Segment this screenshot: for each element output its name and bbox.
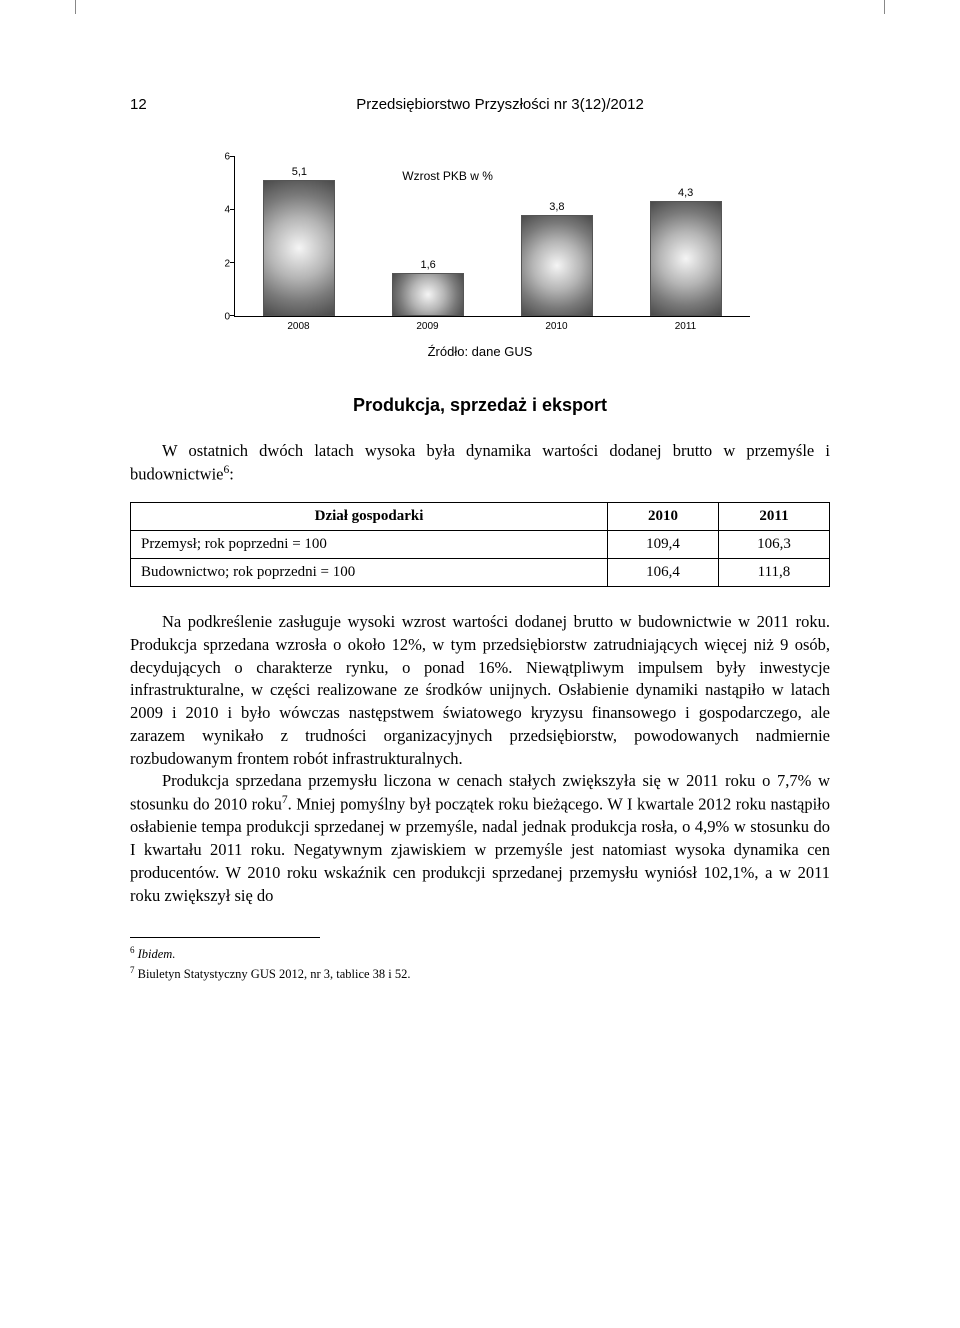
pkb-bar-chart: Wzrost PKB w % 0 2 4 6 5,11,63,84,3 2008… <box>210 157 750 332</box>
table-header: 2011 <box>718 503 829 531</box>
page-content: 12 Przedsiębiorstwo Przyszłości nr 3(12)… <box>0 0 960 1044</box>
table-cell: 111,8 <box>718 559 829 587</box>
bar <box>392 273 464 316</box>
y-tick: 4 <box>224 205 230 216</box>
intro-paragraph: W ostatnich dwóch latach wysoka była dyn… <box>130 440 830 486</box>
table-cell: 106,3 <box>718 531 829 559</box>
chart-x-labels: 2008 2009 2010 2011 <box>234 321 750 332</box>
bar <box>521 215 593 316</box>
table-row: Budownictwo; rok poprzedni = 100 106,4 1… <box>131 559 830 587</box>
section-heading: Produkcja, sprzedaż i eksport <box>130 395 830 416</box>
table-header: Dział gospodarki <box>131 503 608 531</box>
table-cell: Budownictwo; rok poprzedni = 100 <box>131 559 608 587</box>
table-row: Przemysł; rok poprzedni = 100 109,4 106,… <box>131 531 830 559</box>
bar-value-label: 4,3 <box>678 187 693 199</box>
footnote-rule <box>130 937 320 938</box>
journal-title: Przedsiębiorstwo Przyszłości nr 3(12)/20… <box>170 96 830 113</box>
table-cell: 109,4 <box>607 531 718 559</box>
bar <box>650 201 722 316</box>
chart-y-axis: 0 2 4 6 <box>210 157 234 317</box>
intro-text: W ostatnich dwóch latach wysoka była dyn… <box>130 441 830 483</box>
bar <box>263 180 335 316</box>
footnotes: 6 Ibidem. 7 Biuletyn Statystyczny GUS 20… <box>130 944 830 983</box>
bar-value-label: 5,1 <box>292 166 307 178</box>
bar-group: 5,1 <box>243 166 356 316</box>
y-tick: 6 <box>224 152 230 163</box>
chart-source: Źródło: dane GUS <box>130 344 830 359</box>
body-para-1: Na podkreślenie zasługuje wysoki wzrost … <box>130 612 830 768</box>
y-tick: 2 <box>224 258 230 269</box>
bar-value-label: 1,6 <box>420 259 435 271</box>
x-label: 2011 <box>629 321 743 332</box>
bar-group: 3,8 <box>500 201 613 316</box>
chart-plot-area: 5,1 1,6 3,8 4,3 <box>234 157 750 317</box>
y-tick: 0 <box>224 312 230 323</box>
footnote-6: 6 Ibidem. <box>130 944 830 964</box>
footnote-7: 7 Biuletyn Statystyczny GUS 2012, nr 3, … <box>130 964 830 984</box>
table-header: 2010 <box>607 503 718 531</box>
body-paragraphs: Na podkreślenie zasługuje wysoki wzrost … <box>130 611 830 907</box>
x-label: 2010 <box>500 321 614 332</box>
gospodarka-table: Dział gospodarki 2010 2011 Przemysł; rok… <box>130 502 830 587</box>
bar-group: 1,6 <box>371 259 484 316</box>
crop-marks <box>0 0 960 20</box>
table-cell: Przemysł; rok poprzedni = 100 <box>131 531 608 559</box>
x-label: 2009 <box>371 321 485 332</box>
bar-group: 4,3 <box>629 187 742 316</box>
table-cell: 106,4 <box>607 559 718 587</box>
x-label: 2008 <box>242 321 356 332</box>
bar-value-label: 3,8 <box>549 201 564 213</box>
running-header: 12 Przedsiębiorstwo Przyszłości nr 3(12)… <box>130 96 830 113</box>
page-number: 12 <box>130 96 170 113</box>
